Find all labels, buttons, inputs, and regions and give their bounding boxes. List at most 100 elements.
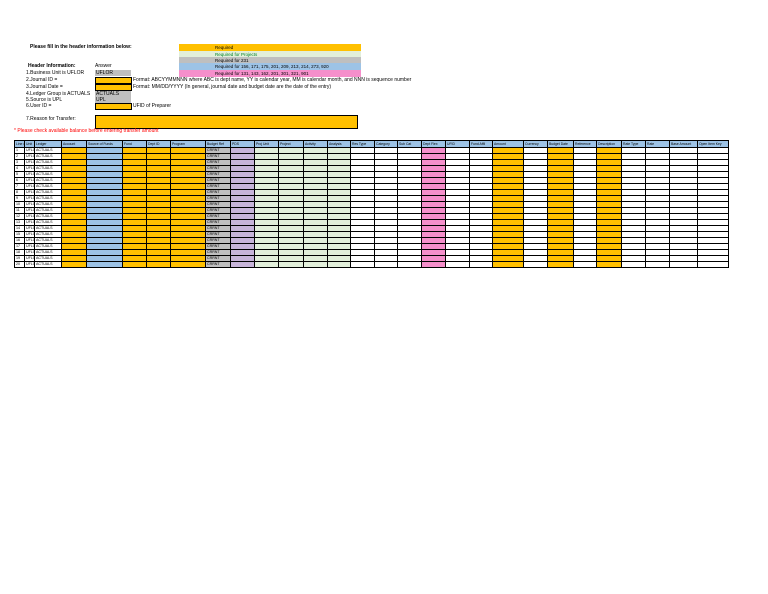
journal-id-format-note: Format: ABCYYMMNNN where ABC is dept nam… [133,77,412,83]
column-header: Fund Affil [469,140,493,148]
label-source: 5.Source is UPL [26,97,63,103]
table-row: 17UFLORACTUALSCRRNT [14,243,729,250]
table-cell: UFLOR [24,231,35,238]
table-input-cell[interactable] [122,261,147,268]
table-cell: UFLOR [24,255,35,262]
table-input-cell[interactable] [669,261,698,268]
table-input-cell[interactable] [421,261,446,268]
table-input-cell[interactable] [469,261,493,268]
column-header: Program [170,140,206,148]
column-header: Res Type [350,140,375,148]
table-cell: UFLOR [24,213,35,220]
table-row: 15UFLORACTUALSCRRNT [14,231,729,238]
table-input-cell[interactable] [327,261,351,268]
column-header: Fund [122,140,147,148]
table-input-cell[interactable] [254,261,279,268]
column-header: Dept Flex [421,140,446,148]
header-info-heading: Header Information: [28,63,76,69]
legend-item: Required for Projects [179,51,361,58]
table-input-cell[interactable] [146,261,171,268]
table-input-cell[interactable] [278,261,304,268]
column-header: Amount [492,140,524,148]
table-row: 1UFLORACTUALSCRRNT [14,147,729,154]
column-header: Reference [573,140,597,148]
journal-id-input[interactable] [95,77,132,84]
answer-heading: Answer [95,63,112,69]
instruction-text: Please fill in the header information be… [30,44,132,50]
ledger-group-value: ACTUALS [95,91,131,97]
table-input-cell[interactable] [374,261,398,268]
table-cell: UFLOR [24,189,35,196]
reason-for-transfer-input[interactable] [95,115,358,129]
table-cell: UFLOR [24,147,35,154]
table-input-cell[interactable] [573,261,597,268]
table-input-cell[interactable] [523,261,548,268]
table-cell: UFLOR [24,171,35,178]
label-journal-date: 3.Journal Date = [26,84,63,90]
table-input-cell[interactable] [61,261,87,268]
table-header-row: Line # Unit Ledger Account Source of Funds Fu… [14,140,729,148]
table-cell: UFLOR [24,261,35,268]
table-input-cell[interactable] [645,261,670,268]
column-header: Budget Date [547,140,574,148]
legend-item: Required for 131, 143, 162, 201, 301, 32… [179,70,361,77]
column-header: Base Amount [669,140,698,148]
column-header: Open Item Key [697,140,729,148]
label-journal-id: 2.Journal ID = [26,77,58,83]
user-id-input[interactable] [95,103,132,110]
table-input-cell[interactable] [303,261,328,268]
column-header: Description [596,140,622,148]
business-unit-value: UFLOR [95,70,131,76]
column-header: Activity [303,140,328,148]
column-header: PDS [230,140,255,148]
column-header: Proj Unit [254,140,279,148]
table-input-cell[interactable] [350,261,375,268]
table-cell: UFLOR [24,249,35,256]
table-input-cell[interactable] [547,261,574,268]
table-cell: UFLOR [24,237,35,244]
column-header: Project [278,140,304,148]
table-input-cell[interactable] [86,261,123,268]
table-row: 9UFLORACTUALSCRRNT [14,195,729,202]
legend-item: Required [179,44,361,51]
column-header: Analysis [327,140,351,148]
table-cell: UFLOR [24,207,35,214]
table-input-cell[interactable] [397,261,422,268]
table-row: 18UFLORACTUALSCRRNT [14,249,729,256]
journal-lines-table: Line # Unit Ledger Account Source of Funds Fu… [14,140,729,268]
label-business-unit: 1.Business Unit is UFLOR [26,70,85,76]
table-input-cell[interactable] [170,261,206,268]
column-header: Budget Ref [205,140,231,148]
table-input-cell[interactable] [230,261,255,268]
column-header: Account [61,140,87,148]
journal-date-format-note: Format: MM/DD/YYYY (In general, journal … [133,84,332,90]
table-row: 20UFLORACTUALS CRRNT [14,261,729,268]
table-cell: UFLOR [24,177,35,184]
column-header: Sub Cat [397,140,422,148]
label-reason-for-transfer: 7.Reason for Transfer: [26,116,76,122]
table-input-cell[interactable] [445,261,470,268]
column-header: Category [374,140,398,148]
table-cell: UFLOR [24,201,35,208]
table-input-cell[interactable] [596,261,622,268]
legend-item: Required for 156, 171, 175, 201, 209, 21… [179,63,361,70]
balance-warning: * Please check available balance before … [14,128,159,134]
label-user-id: 6.User ID = [26,103,52,109]
table-cell: UFLOR [24,183,35,190]
table-cell: UFLOR [24,159,35,166]
label-ledger-group: 4.Ledger Group is ACTUALS [26,91,91,97]
column-header: Rate [645,140,670,148]
journal-date-input[interactable] [95,84,132,91]
column-header: Line # [14,140,25,148]
table-cell: UFLOR [24,153,35,160]
table-row: 5UFLORACTUALSCRRNT [14,171,729,178]
table-input-cell[interactable] [492,261,524,268]
table-cell: UFLOR [24,219,35,226]
table-cell: ACTUALS [34,261,62,268]
table-cell: UFLOR [24,165,35,172]
table-cell: UFLOR [24,225,35,232]
table-row: 16UFLORACTUALSCRRNT [14,237,729,244]
table-cell: CRRNT [205,261,231,268]
table-input-cell[interactable] [621,261,646,268]
table-input-cell[interactable] [697,261,729,268]
